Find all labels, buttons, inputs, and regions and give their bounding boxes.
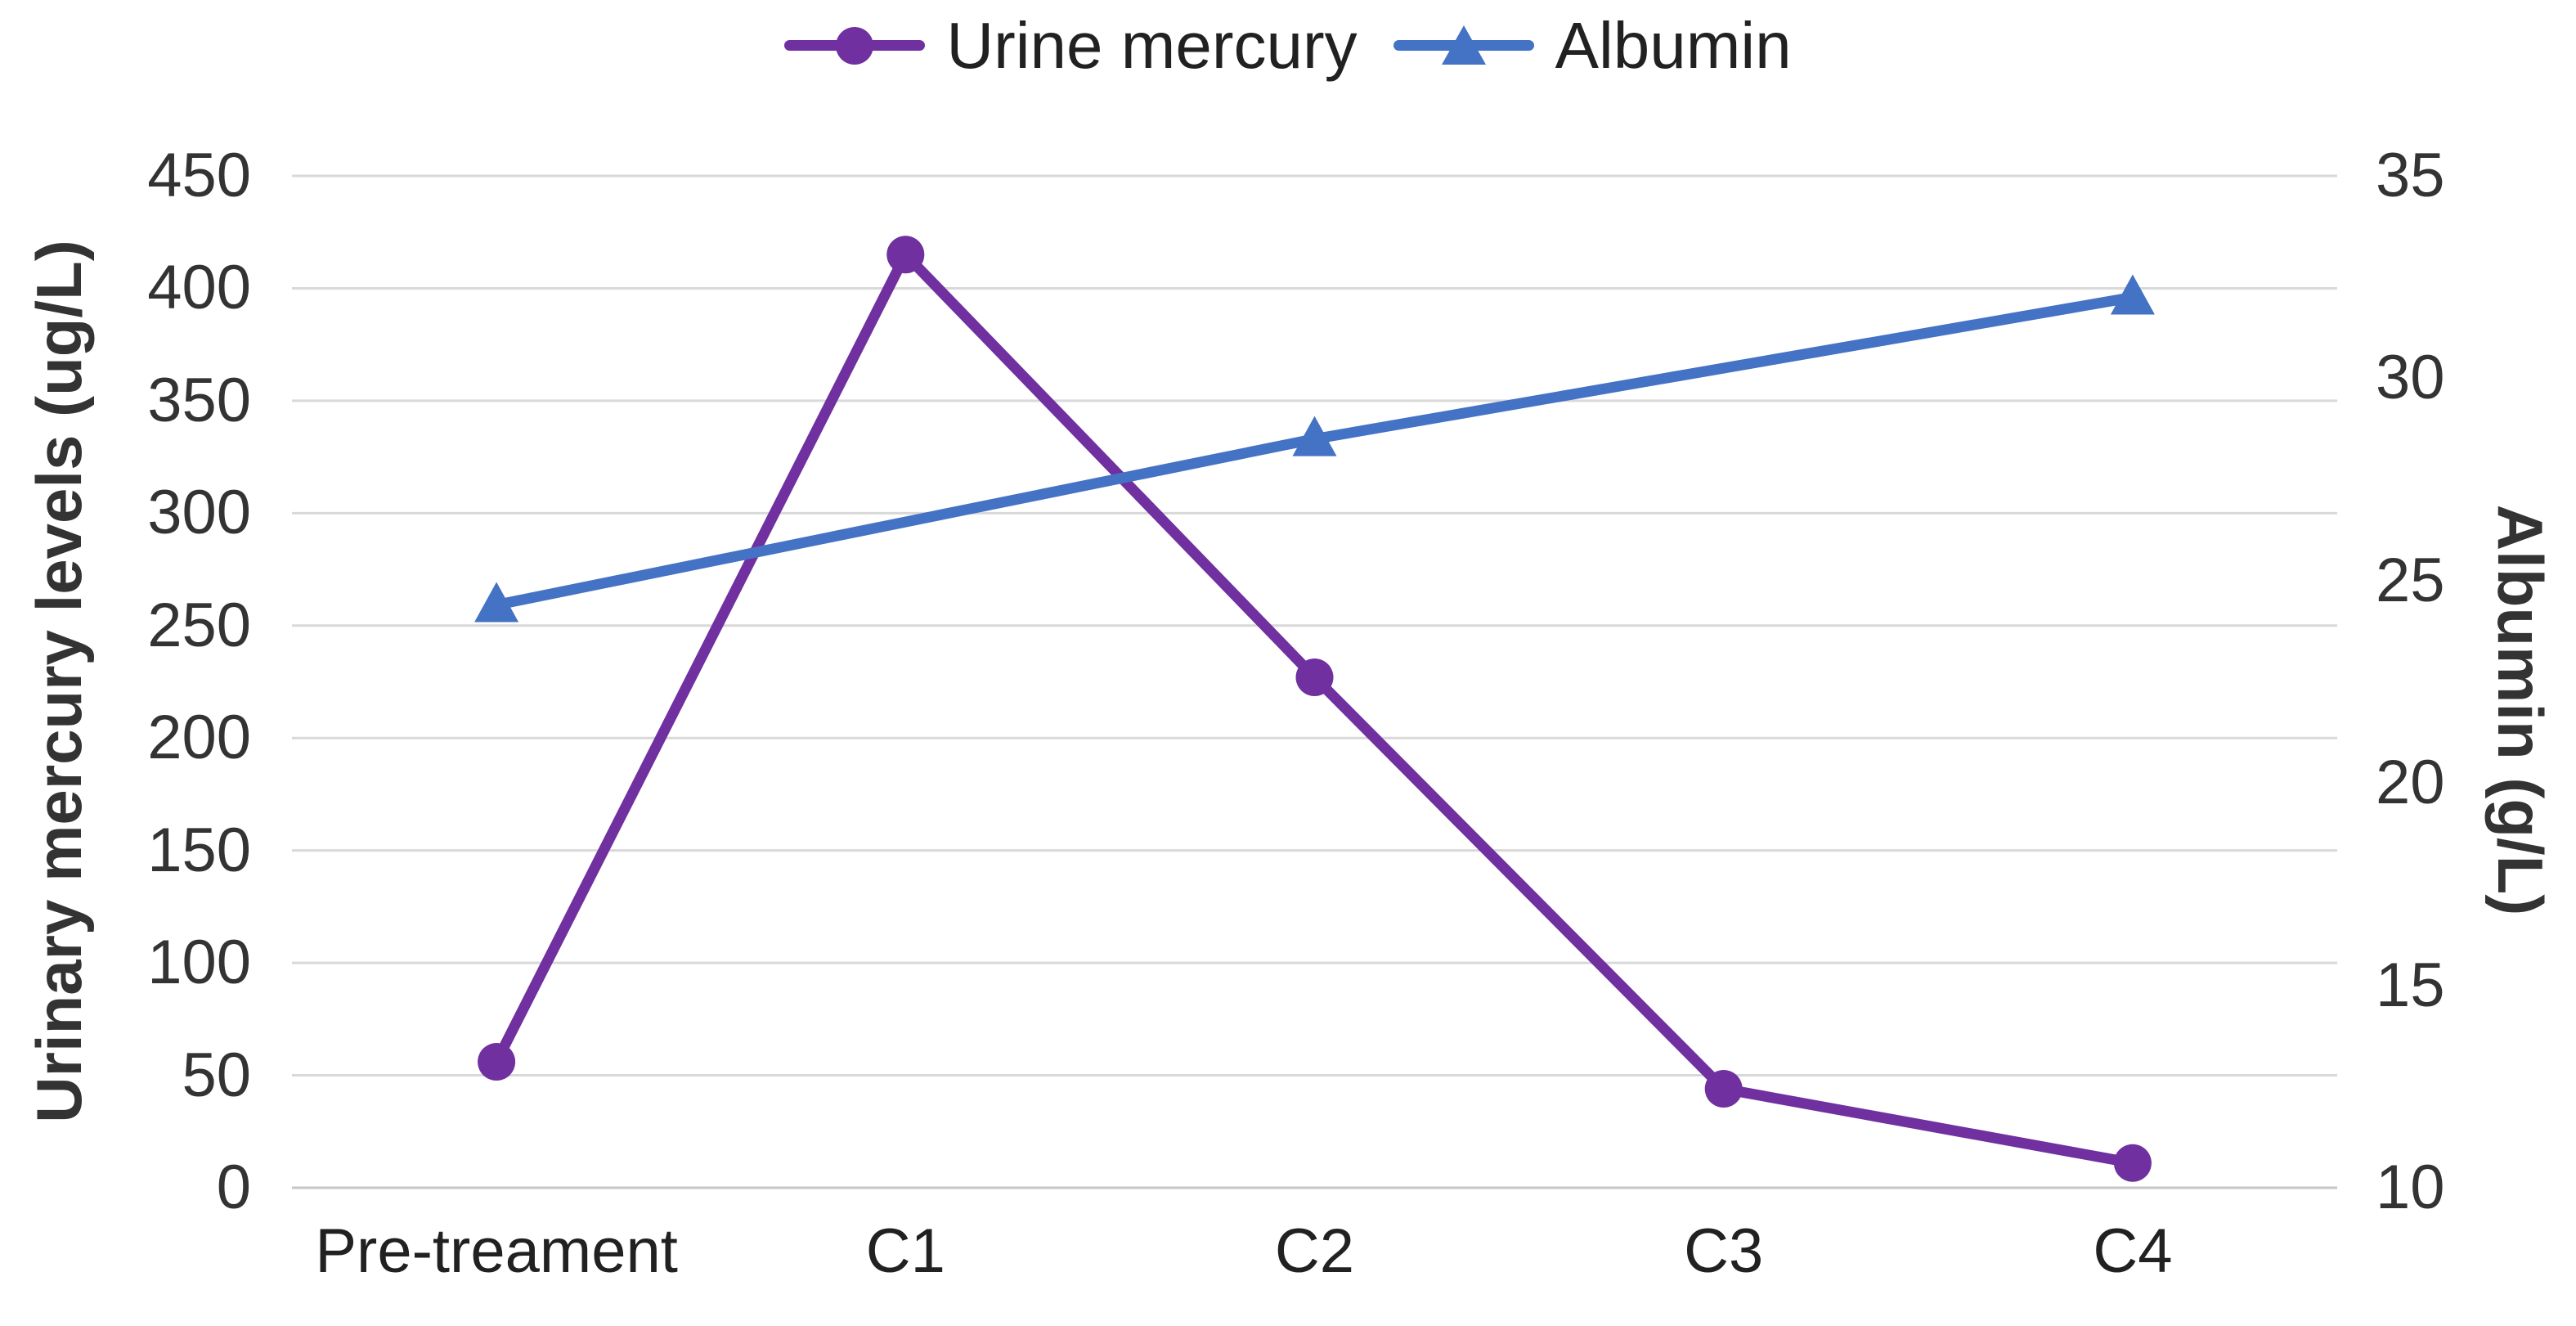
x-axis-label: C4: [2093, 1216, 2173, 1286]
y-axis-tick-right: 25: [2376, 545, 2445, 615]
legend-circle-marker-icon: [836, 27, 874, 65]
triangle-marker-icon: [2110, 274, 2155, 315]
y-axis-tick-left: 450: [147, 141, 251, 210]
legend-swatch-albumin: [1393, 23, 1534, 69]
legend-swatch-urine-mercury: [784, 23, 926, 69]
y-axis-tick-right: 30: [2376, 343, 2445, 413]
circle-marker-icon: [1704, 1070, 1743, 1108]
plot-area: [292, 174, 2337, 1189]
circle-marker-icon: [478, 1043, 516, 1081]
y-axis-tick-left: 250: [147, 590, 251, 660]
y-axis-tick-left: 350: [147, 365, 251, 435]
circle-marker-icon: [1295, 659, 1334, 697]
y-axis-tick-right: 10: [2376, 1153, 2445, 1222]
right-axis-title: Albumin (g/L): [2484, 504, 2556, 916]
legend-label-urine-mercury: Urine mercury: [946, 9, 1358, 82]
y-axis-tick-left: 100: [147, 928, 251, 998]
x-axis-label: C3: [1684, 1216, 1764, 1286]
series-line-urine-mercury: [491, 249, 2138, 1169]
triangle-marker-icon: [474, 582, 519, 623]
legend-label-albumin: Albumin: [1555, 9, 1792, 82]
circle-marker-icon: [2113, 1144, 2152, 1182]
y-axis-tick-left: 300: [147, 478, 251, 548]
y-axis-tick-left: 50: [182, 1040, 251, 1110]
legend-triangle-marker-icon: [1441, 25, 1486, 65]
triangle-marker-icon: [1292, 416, 1337, 456]
legend: Urine mercury Albumin: [0, 5, 2576, 87]
y-axis-tick-right: 35: [2376, 141, 2445, 210]
y-axis-tick-right: 15: [2376, 950, 2445, 1020]
x-axis-label: Pre-treament: [315, 1216, 678, 1286]
y-axis-tick-left: 200: [147, 703, 251, 773]
x-axis-label: C2: [1274, 1216, 1355, 1286]
y-axis-tick-left: 150: [147, 815, 251, 885]
circle-marker-icon: [886, 236, 925, 274]
y-axis-tick-left: 400: [147, 253, 251, 323]
x-axis-label: C1: [865, 1216, 945, 1286]
y-axis-tick-right: 20: [2376, 748, 2445, 818]
legend-item-urine-mercury: Urine mercury: [784, 9, 1358, 82]
y-axis-tick-left: 0: [216, 1153, 251, 1222]
legend-item-albumin: Albumin: [1393, 13, 1792, 79]
